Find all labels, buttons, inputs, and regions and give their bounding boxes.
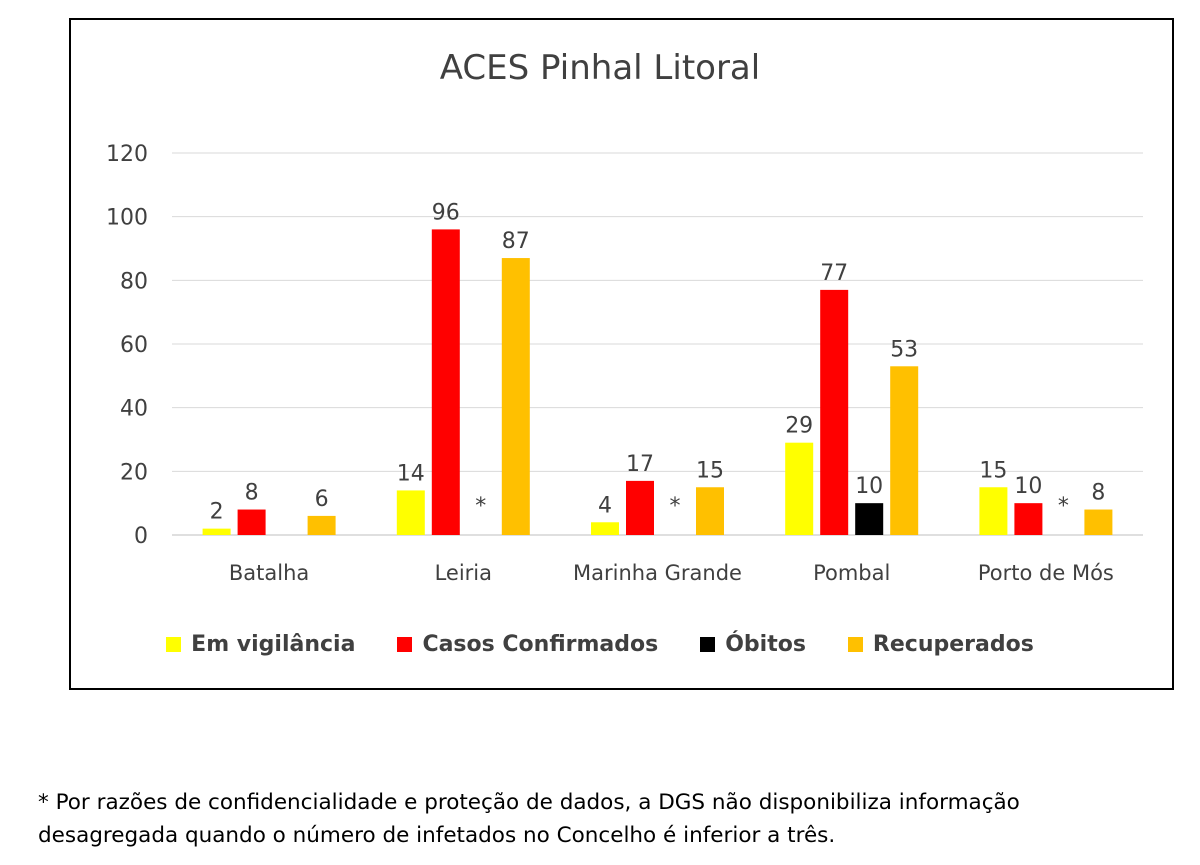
data-label: 2 <box>210 500 224 525</box>
bar <box>820 289 849 535</box>
bar <box>501 258 530 535</box>
y-tick-label: 120 <box>106 142 148 167</box>
y-tick-label: 0 <box>134 524 148 549</box>
data-label: 77 <box>820 261 848 286</box>
x-tick-label: Porto de Mós <box>978 561 1114 585</box>
legend-label: Casos Confirmados <box>422 632 659 657</box>
data-label: 10 <box>1014 474 1042 499</box>
data-label: 15 <box>696 458 724 483</box>
data-label: 87 <box>502 229 530 254</box>
data-label: 15 <box>979 458 1007 483</box>
data-label: 14 <box>397 461 425 486</box>
legend-label: Óbitos <box>725 632 806 657</box>
legend-swatch-black <box>700 637 716 652</box>
bar <box>1084 509 1113 535</box>
y-tick-label: 80 <box>120 269 148 294</box>
data-label: * <box>670 494 681 519</box>
data-label: 96 <box>432 200 460 225</box>
bar <box>890 366 919 535</box>
chart-frame <box>69 18 1174 690</box>
bar <box>979 487 1008 535</box>
bar <box>202 528 231 535</box>
x-tick-label: Pombal <box>813 561 890 585</box>
data-label: 8 <box>1091 481 1105 506</box>
bar <box>1014 503 1043 535</box>
legend-item-recuperados: Recuperados <box>847 632 1034 657</box>
bar <box>855 503 884 535</box>
data-label: 17 <box>626 452 654 477</box>
y-tick-label: 20 <box>120 460 148 485</box>
y-tick-label: 60 <box>120 333 148 358</box>
data-label: 53 <box>890 337 918 362</box>
legend-item-casos-confirmados: Casos Confirmados <box>397 632 658 657</box>
x-tick-label: Leiria <box>435 561 492 585</box>
legend-swatch-yellow <box>166 637 182 652</box>
footnote: * Por razões de confidencialidade e prot… <box>38 786 1188 852</box>
data-label: 29 <box>785 414 813 439</box>
legend-swatch-red <box>397 637 413 652</box>
data-label: 4 <box>598 493 612 518</box>
legend-item-obitos: Óbitos <box>700 632 806 657</box>
y-tick-label: 40 <box>120 397 148 422</box>
y-tick-label: 100 <box>106 206 148 231</box>
x-tick-label: Marinha Grande <box>573 561 742 585</box>
legend-item-em-vigilancia: Em vigilância <box>166 632 355 657</box>
data-label: 6 <box>315 487 329 512</box>
bar <box>307 515 336 535</box>
bar <box>591 522 619 535</box>
chart-legend: Em vigilância Casos Confirmados Óbitos R… <box>0 632 1200 657</box>
data-label: 8 <box>245 481 259 506</box>
footnote-line-2: desagregada quando o número de infetados… <box>38 823 836 848</box>
footnote-line-1: * Por razões de confidencialidade e prot… <box>38 790 1020 815</box>
legend-label: Em vigilância <box>191 632 356 657</box>
data-label: 10 <box>855 474 883 499</box>
bar <box>431 229 460 535</box>
legend-label: Recuperados <box>872 632 1034 657</box>
legend-swatch-orange <box>847 637 863 652</box>
bar <box>696 487 724 535</box>
bar <box>237 509 266 535</box>
bar <box>626 480 654 535</box>
chart-title: ACES Pinhal Litoral <box>439 48 761 88</box>
data-label: * <box>475 494 486 519</box>
x-tick-label: Batalha <box>229 561 309 585</box>
data-label: * <box>1058 494 1069 519</box>
bar <box>785 442 814 535</box>
bar <box>396 490 425 535</box>
